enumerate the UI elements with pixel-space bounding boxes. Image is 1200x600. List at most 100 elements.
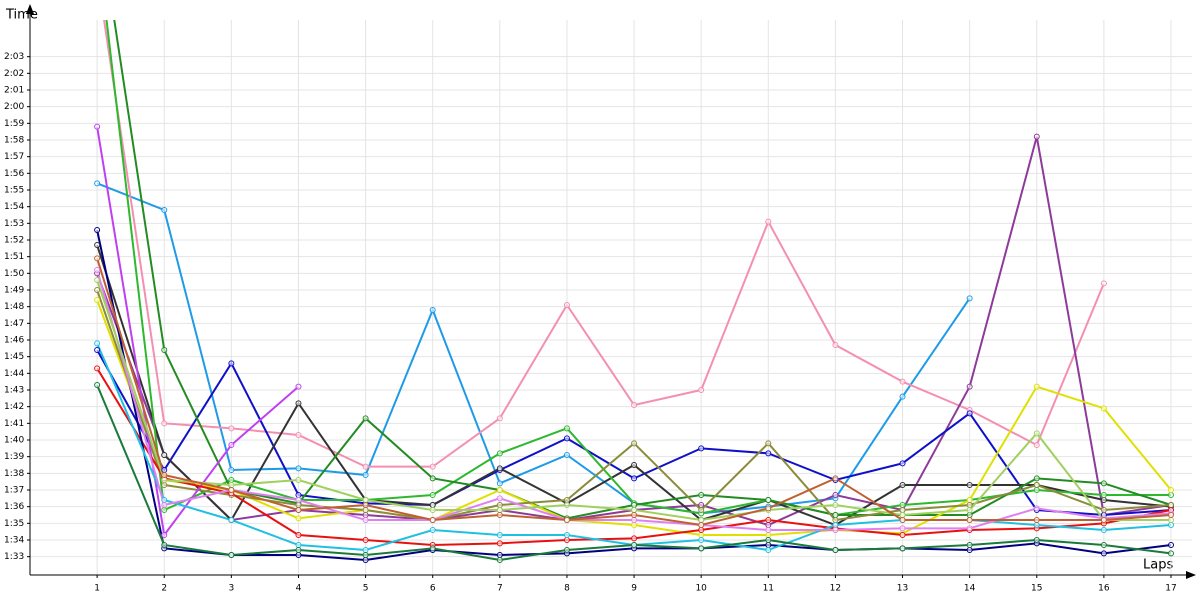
point xyxy=(429,492,436,498)
y-tick-label: 1:44 xyxy=(4,369,24,379)
point xyxy=(765,537,772,543)
point xyxy=(899,507,906,513)
point xyxy=(295,515,302,522)
point xyxy=(161,497,168,503)
point xyxy=(161,207,168,213)
point xyxy=(698,537,705,543)
y-tick-label: 1:55 xyxy=(4,186,24,196)
series-line xyxy=(96,182,971,515)
x-tick-label: 3 xyxy=(228,584,234,594)
point xyxy=(94,382,101,388)
point xyxy=(563,435,570,442)
point xyxy=(832,492,839,498)
point xyxy=(161,507,168,513)
point xyxy=(362,512,369,518)
y-tick-label: 1:59 xyxy=(4,119,24,129)
point xyxy=(228,487,235,493)
point xyxy=(94,267,101,273)
point xyxy=(966,410,973,417)
point xyxy=(429,307,436,313)
point xyxy=(1033,482,1040,488)
point xyxy=(966,383,973,390)
point xyxy=(94,180,101,187)
point xyxy=(1033,505,1040,512)
point xyxy=(295,492,302,498)
point xyxy=(966,482,973,488)
point xyxy=(1100,550,1107,557)
x-tick-label: 15 xyxy=(1031,584,1042,594)
point xyxy=(1168,522,1174,528)
point xyxy=(496,415,503,422)
point xyxy=(698,387,705,393)
point xyxy=(899,545,906,552)
y-tick-label: 1:45 xyxy=(4,352,24,362)
point xyxy=(698,532,705,538)
y-tick-label: 1:54 xyxy=(4,202,24,212)
point xyxy=(94,340,101,347)
point xyxy=(765,527,772,533)
point xyxy=(228,482,235,488)
point xyxy=(362,507,369,513)
point xyxy=(631,522,638,528)
x-tick-label: 17 xyxy=(1165,584,1176,594)
point xyxy=(832,522,839,528)
point xyxy=(1100,527,1107,533)
x-tick-label: 12 xyxy=(830,584,841,594)
point xyxy=(496,540,503,547)
point xyxy=(631,440,638,447)
point xyxy=(563,497,570,503)
point xyxy=(94,365,101,372)
point xyxy=(1168,542,1174,548)
y-axis-arrow xyxy=(26,4,34,14)
y-tick-label: 1:33 xyxy=(4,552,24,562)
x-tick-label: 8 xyxy=(564,584,570,594)
point xyxy=(161,472,168,478)
point xyxy=(496,557,503,563)
point xyxy=(631,517,638,523)
point xyxy=(563,532,570,538)
point xyxy=(228,477,235,483)
point xyxy=(94,287,101,293)
point xyxy=(1168,492,1174,498)
point xyxy=(1100,492,1107,498)
point xyxy=(496,552,503,558)
y-tick-label: 1:43 xyxy=(4,386,24,396)
point xyxy=(698,445,705,452)
point xyxy=(295,552,302,558)
point xyxy=(161,420,168,427)
y-tick-label: 1:51 xyxy=(4,252,24,262)
point xyxy=(94,297,101,303)
point xyxy=(1100,280,1107,287)
point xyxy=(1100,497,1107,503)
point xyxy=(832,475,839,482)
point xyxy=(765,547,772,553)
point xyxy=(496,450,503,457)
y-tick-label: 1:57 xyxy=(4,152,24,162)
x-tick-label: 9 xyxy=(631,584,637,594)
point xyxy=(161,347,168,353)
point xyxy=(295,507,302,513)
point xyxy=(563,452,570,458)
point xyxy=(966,525,973,532)
point xyxy=(1168,502,1174,508)
point xyxy=(94,347,101,353)
point xyxy=(966,502,973,508)
point xyxy=(1100,405,1107,412)
x-tick-label: 10 xyxy=(695,584,707,594)
point xyxy=(832,342,839,348)
point xyxy=(832,512,839,518)
point xyxy=(832,527,839,533)
point xyxy=(899,512,906,518)
y-tick-label: 1:58 xyxy=(4,136,24,146)
x-tick-label: 5 xyxy=(363,584,369,594)
point xyxy=(832,502,839,508)
point xyxy=(362,472,369,478)
point xyxy=(362,415,369,422)
point xyxy=(362,502,369,508)
point xyxy=(295,532,302,538)
point xyxy=(1100,542,1107,548)
point xyxy=(765,542,772,548)
point xyxy=(563,502,570,508)
y-tick-label: 2:01 xyxy=(4,86,24,96)
